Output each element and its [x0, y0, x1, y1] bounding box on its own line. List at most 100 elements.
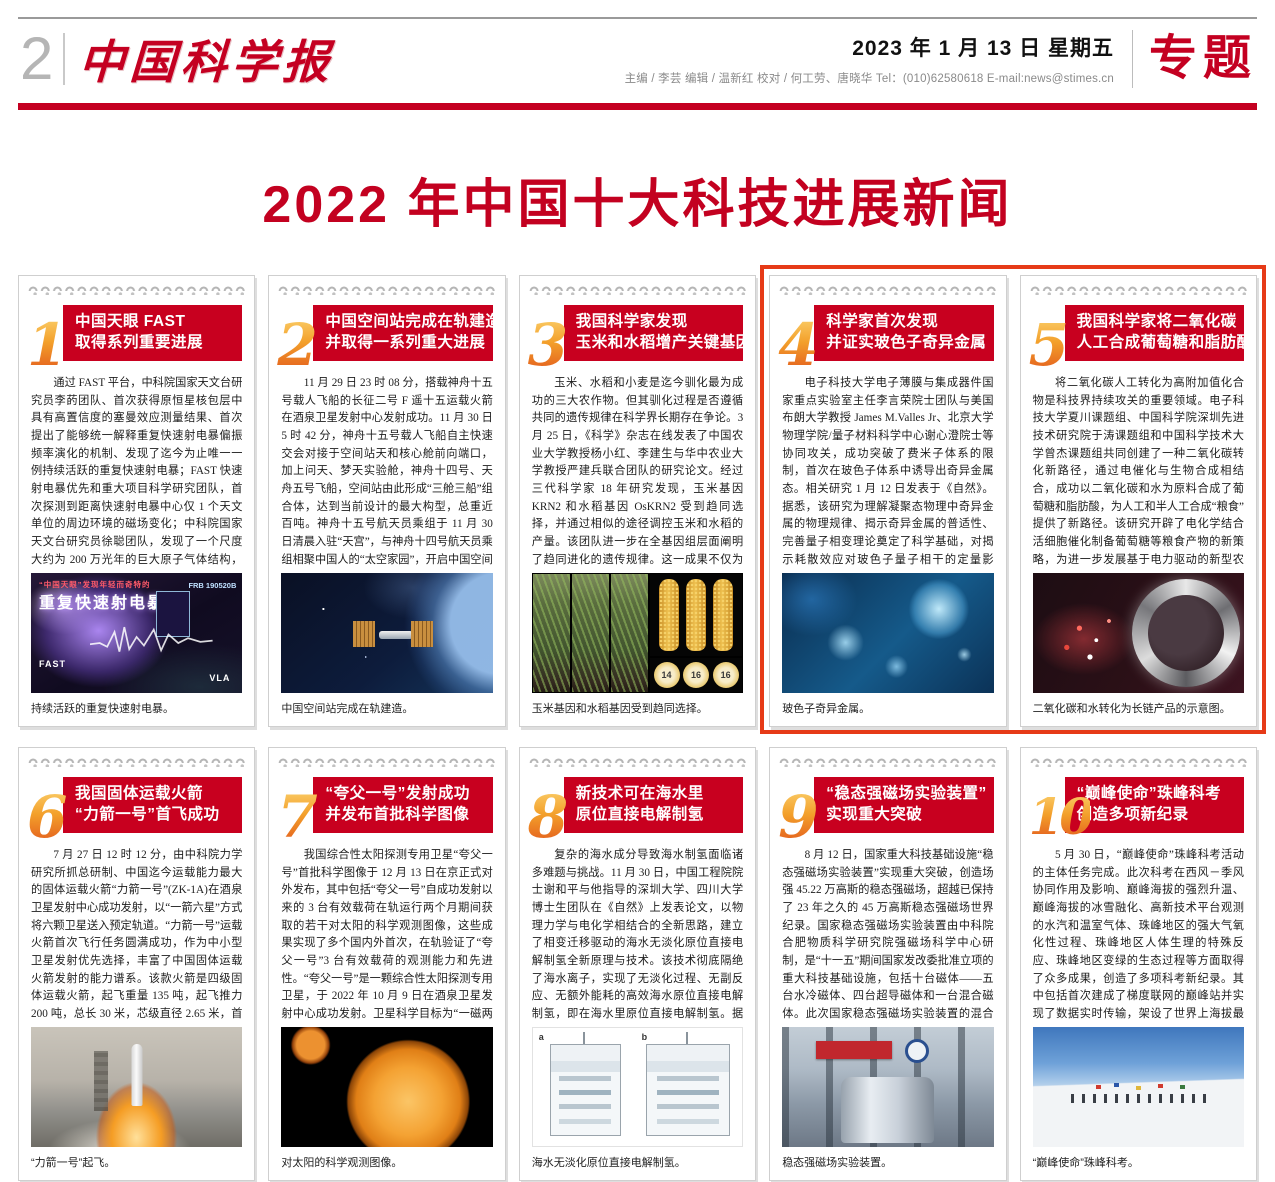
card-caption: 海水无淡化原位直接电解制氢。 [531, 1157, 686, 1169]
facility-logo-graphic [904, 1039, 929, 1063]
corn-plant-panel [532, 574, 570, 692]
corn-plant-panels [532, 574, 648, 692]
divider [1131, 30, 1133, 88]
card-title-line1: “巅峰使命”珠峰科考 [1076, 785, 1222, 802]
card-title-banner: 我国科学家将二氧化碳 人工合成葡萄糖和脂肪酸 [1064, 305, 1253, 361]
image-headline: 重复快速射电暴 [39, 595, 166, 612]
news-card-3: 3 我国科学家发现 玉米和水稻增产关键基因 玉米、水稻和小麦是迄今驯化最为成功的… [518, 275, 757, 727]
apparatus-layer [558, 1104, 612, 1110]
image-label-fast: FAST [39, 659, 67, 669]
spiral-binding [277, 754, 497, 767]
spiral-binding [277, 282, 497, 295]
page-number: 2 [20, 25, 54, 92]
news-card-5: 5 我国科学家将二氧化碳 人工合成葡萄糖和脂肪酸 将二氧化碳人工转化为高附加值化… [1019, 275, 1257, 727]
news-card-9: 9 “稳态强磁场实验装置” 实现重大突破 8 月 12 日，国家重大科技基础设施… [769, 747, 1007, 1181]
corn-slices: 14 16 16 [649, 658, 743, 692]
apparatus-layer [558, 1075, 612, 1081]
publication-date: 2023 年 1 月 13 日 星期五 [852, 37, 1114, 60]
card-title-banner: “稳态强磁场实验装置” 实现重大突破 [814, 777, 994, 833]
card-title-line2: 人工合成葡萄糖和脂肪酸 [1076, 333, 1253, 351]
spiral-binding [27, 754, 247, 767]
card-caption: 稳态强磁场实验装置。 [782, 1157, 893, 1169]
staff-line: 主编 / 李芸 编辑 / 温新红 校对 / 何工劳、唐晓华 Tel：(010)6… [624, 73, 1114, 85]
hanging-bracket [685, 1032, 688, 1046]
rocket-graphic [131, 1043, 143, 1106]
card-title-line2: 并取得一系列重大进展 [325, 333, 486, 351]
page-title: 2022 年中国十大科技进展新闻 [262, 176, 1013, 234]
catalysis-ring-hole [1147, 595, 1224, 671]
card-header: 10 “巅峰使命”珠峰科考 创造多项新纪录 [1029, 777, 1244, 841]
card-number: 1 [27, 310, 68, 379]
card-title-line1: “稳态强磁场实验装置” [826, 785, 987, 802]
card-row-2: 6 我国固体运载火箭 “力箭一号”首飞成功 7 月 27 日 12 时 12 分… [18, 747, 1257, 1181]
card-number: 8 [527, 782, 569, 851]
card-caption: 二氧化碳和水转化为长链产品的示意图。 [1032, 703, 1231, 715]
card-title-banner: “巅峰使命”珠峰科考 创造多项新纪录 [1064, 777, 1244, 833]
card-caption: 中国空间站完成在轨建造。 [281, 703, 414, 715]
card-title-line2: 实现重大突破 [826, 805, 923, 823]
corn-cobs [649, 574, 743, 656]
card-image-electrolysis-diagram: a b [531, 1027, 744, 1147]
card-header: 3 我国科学家发现 玉米和水稻增产关键基因 [528, 305, 752, 374]
corn-slice-count: 16 [712, 662, 739, 688]
card-title-banner: “夸父一号”发射成功 并发布首批科学图像 [313, 777, 493, 833]
card-title-banner: 新技术可在海水里 原位直接电解制氢 [563, 777, 744, 833]
card-body: 将二氧化碳人工转化为高附加值化合物是科技界持续攻关的重要领域。电子科技大学夏川课… [1032, 376, 1244, 565]
news-card-2: 2 中国空间站完成在轨建造 并取得一系列重大进展 11 月 29 日 23 时 … [268, 275, 506, 727]
launch-tower-graphic [94, 1051, 109, 1111]
section-label: 专题 [1148, 32, 1257, 85]
spiral-binding [778, 282, 998, 295]
card-number: 2 [277, 310, 318, 379]
card-title-banner: 中国天眼 FAST 取得系列重要进展 [63, 305, 243, 361]
news-card-1: 1 中国天眼 FAST 取得系列重要进展 通过 FAST 平台，中科院国家天文台… [18, 275, 256, 727]
card-image-magnet-facility [782, 1027, 994, 1147]
card-caption: 对太阳的科学观测图像。 [281, 1157, 403, 1169]
space-station-graphic [353, 619, 434, 653]
card-number: 3 [527, 310, 569, 379]
card-body: 电子科技大学电子薄膜与集成器件国家重点实验室主任李言荣院士团队与美国布朗大学教授… [782, 376, 994, 565]
card-body: 11 月 29 日 23 时 08 分，搭载神舟十五号载人飞船的长征二号 F 遥… [281, 376, 493, 565]
corn-cobs-column: 14 16 16 [649, 574, 743, 692]
corn-slice-count: 16 [683, 662, 710, 688]
card-title-line2: “力箭一号”首飞成功 [75, 805, 220, 823]
card-title-line1: “夸父一号”发射成功 [325, 785, 470, 802]
corn-slice-count: 14 [653, 662, 680, 688]
diagram-label-a: a [538, 1032, 544, 1042]
card-header: 2 中国空间站完成在轨建造 并取得一系列重大进展 [277, 305, 501, 374]
divider [63, 33, 66, 85]
news-card-7: 7 “夸父一号”发射成功 并发布首批科学图像 我国综合性太阳探测专用卫星“夸父一… [268, 747, 506, 1181]
card-title-line2: 创造多项新纪录 [1076, 805, 1189, 823]
corn-plant-panel [571, 574, 609, 692]
apparatus-layer [558, 1090, 612, 1095]
card-image-fast-frb: “中国天眼”发现年轻而奇特的 重复快速射电暴 FRB 190520B FAST … [31, 573, 243, 693]
card-title-banner: 我国固体运载火箭 “力箭一号”首飞成功 [63, 777, 243, 833]
card-number: 4 [778, 310, 819, 379]
corn-cob [659, 579, 679, 651]
card-number: 7 [277, 782, 318, 851]
card-number: 10 [1028, 786, 1095, 846]
corn-cob [713, 579, 734, 651]
card-number: 6 [27, 782, 68, 851]
card-title-line1: 中国天眼 FAST [75, 313, 186, 330]
image-label-vla: VLA [209, 673, 231, 683]
card-caption: “巅峰使命”珠峰科考。 [1032, 1157, 1139, 1169]
card-body: 7 月 27 日 12 时 12 分，由中科院力学研究所抓总研制、中国迄今运载能… [31, 848, 243, 1019]
spiral-binding [1028, 754, 1248, 767]
electrolyser-apparatus-a [549, 1044, 621, 1136]
card-title-line2: 并证实玻色子奇异金属 [826, 333, 987, 351]
spiral-binding [527, 282, 748, 295]
card-image-space-station [281, 573, 493, 693]
newspaper-page: 2 中国科学报 2023 年 1 月 13 日 星期五 主编 / 李芸 编辑 /… [18, 17, 1266, 1181]
news-card-10: 10 “巅峰使命”珠峰科考 创造多项新纪录 5 月 30 日，“巅峰使命”珠峰科… [1019, 747, 1257, 1181]
card-caption: 玻色子奇异金属。 [782, 703, 871, 715]
image-label: “中国天眼”发现年轻而奇特的 [39, 580, 151, 589]
magnet-cylinder-graphic [841, 1077, 935, 1144]
card-title-line2: 玉米和水稻增产关键基因 [575, 333, 752, 351]
apparatus-layer [656, 1075, 719, 1081]
card-number: 9 [778, 782, 819, 851]
expedition-team-graphic [1070, 1094, 1206, 1104]
card-title-line1: 新技术可在海水里 [575, 785, 704, 802]
apparatus-layer [656, 1118, 719, 1124]
card-title-line2: 原位直接电解制氢 [575, 805, 704, 823]
card-image-co2-conversion [1032, 573, 1244, 693]
